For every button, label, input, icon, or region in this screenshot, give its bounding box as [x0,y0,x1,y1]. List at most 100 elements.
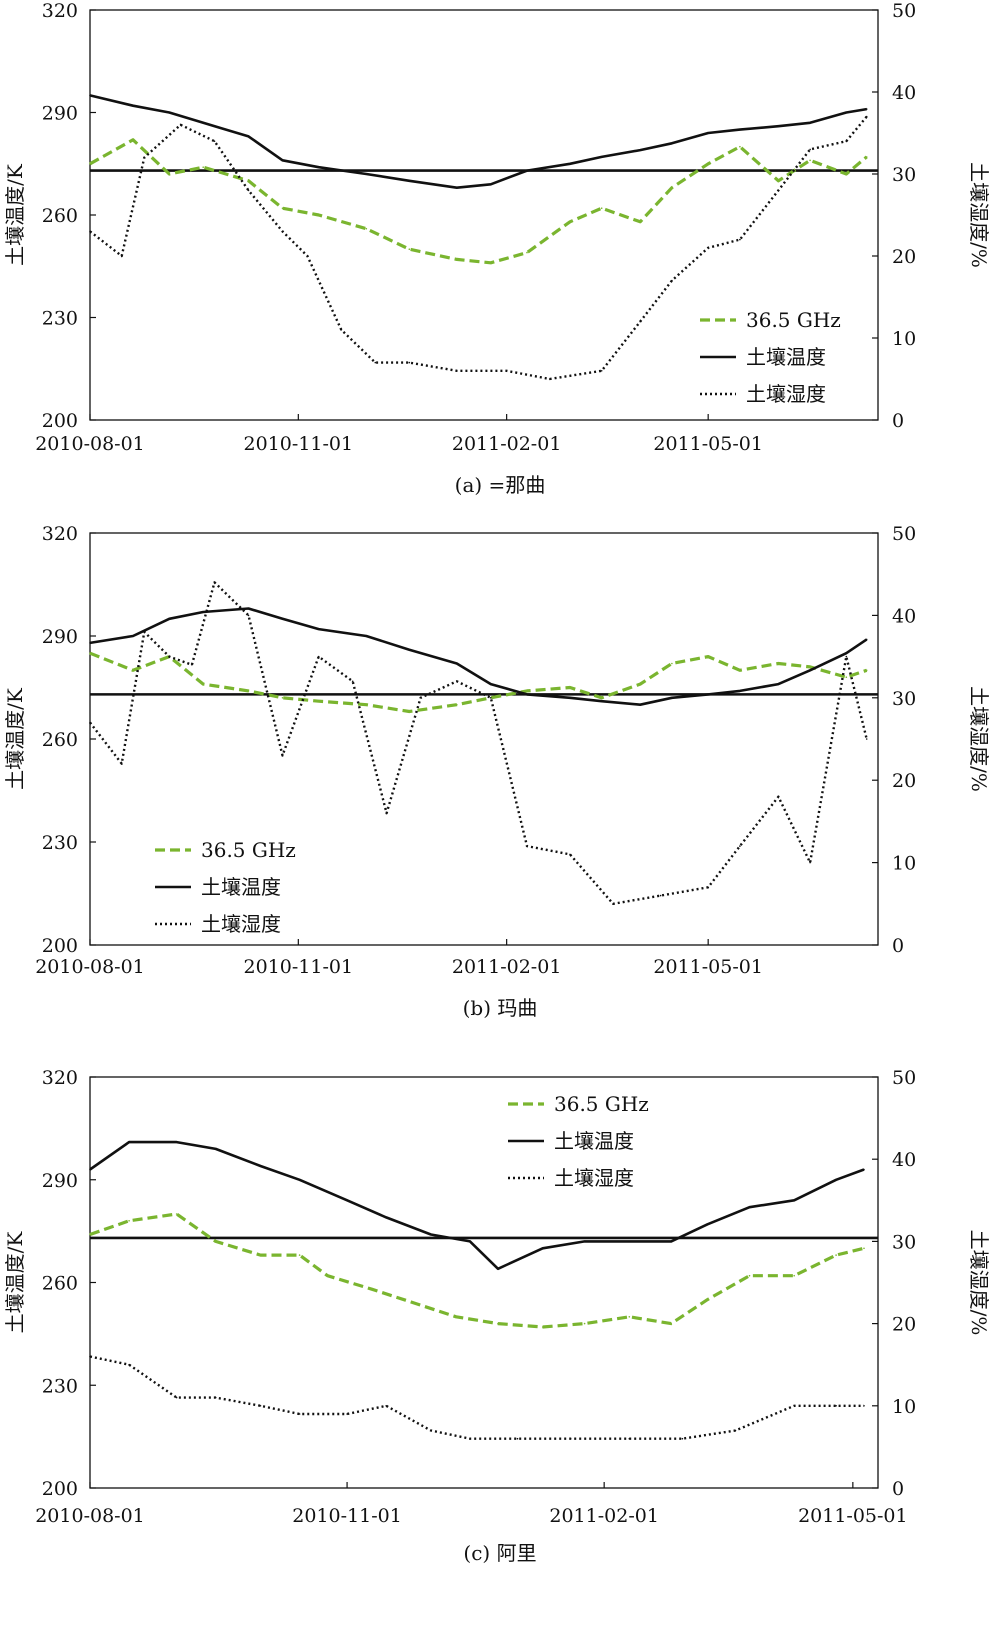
data-point [371,1288,374,1291]
y-left-tick-label: 230 [42,308,78,330]
x-tick-label: 2011-05-01 [653,956,763,978]
y-right-tick-label: 50 [892,523,916,545]
data-point [191,664,193,666]
data-point [202,683,204,685]
data-point [707,163,709,165]
data-point [707,693,709,696]
data-point [247,614,250,617]
data-point [569,221,571,223]
x-tick-label: 2010-08-01 [35,1505,145,1527]
data-point [128,1141,130,1143]
series-line-3 [89,115,868,381]
data-point [793,1405,795,1407]
data-point [374,361,377,364]
legend-label: 土壤温度 [554,1129,634,1153]
data-point [600,697,603,699]
y-right-tick-label: 0 [892,935,904,957]
data-point [132,104,134,107]
data-point [659,894,662,897]
x-tick-label: 2010-11-01 [292,1505,402,1527]
x-tick-label: 2010-11-01 [244,956,354,978]
data-point [639,221,641,223]
y-right-tick-label: 40 [892,605,916,627]
x-tick-label: 2010-08-01 [35,956,145,978]
data-point [845,111,848,114]
data-point [707,886,709,889]
y-left-axis-label: 土壤温度/K [3,1231,27,1334]
data-point [628,1316,631,1318]
data-point [809,666,811,668]
data-point [569,1437,572,1440]
series-line-2 [89,94,867,189]
data-point [298,1254,301,1256]
data-point [89,1355,91,1358]
y-right-tick-label: 20 [892,246,916,268]
data-point [168,111,171,114]
y-left-axis-label: 土壤温度/K [3,163,27,266]
y-left-tick-label: 320 [42,1067,78,1089]
data-point [865,156,868,158]
data-point [259,1165,262,1167]
data-point [583,1322,586,1325]
data-point [456,703,458,706]
data-point [739,669,741,672]
data-point [143,156,146,159]
data-point [430,1233,432,1236]
data-point [863,1405,865,1407]
x-tick-label: 2011-02-01 [549,1505,659,1527]
data-point [526,845,528,847]
data-point [497,1268,499,1270]
y-left-tick-label: 290 [42,626,78,648]
data-point [670,1240,672,1243]
data-point [707,655,709,658]
data-point [777,662,780,665]
data-point [365,173,368,175]
data-point [541,1247,544,1250]
data-point [639,703,641,706]
data-point [845,652,848,654]
data-point [456,370,458,372]
data-point [863,1247,865,1250]
data-point [175,1141,178,1143]
data-point [777,795,780,798]
data-point [671,662,673,665]
data-point [132,635,134,637]
data-point [89,94,91,97]
data-point [490,183,492,186]
data-point [739,845,741,847]
y-left-tick-label: 320 [42,0,78,22]
y-left-tick-label: 290 [42,1170,78,1192]
data-point [569,163,571,165]
data-point [281,159,284,162]
data-point [175,1396,178,1399]
panel-caption: (b) 玛曲 [463,996,538,1020]
data-point [707,247,709,249]
data-point [456,186,458,189]
data-point [845,173,848,175]
data-point [628,1240,631,1243]
data-point [281,230,284,233]
data-point [202,122,204,124]
data-point [326,1274,329,1277]
chart-panel-3: 320 290 260 230 200 50 40 30 20 10 0 2010-08-01 2010… [3,1067,991,1565]
series-line-1 [89,138,868,265]
data-point [707,132,709,134]
legend-label: 土壤湿度 [554,1166,634,1190]
data-point [706,1223,709,1226]
data-point [281,207,284,209]
data-point [298,1413,301,1415]
y-left-tick-label: 200 [42,935,78,957]
x-tick-label: 2011-02-01 [452,433,562,455]
data-point [600,700,603,702]
y-left-tick-label: 200 [42,410,78,432]
data-point [526,690,528,692]
panel-caption: (c) 阿里 [463,1541,536,1565]
data-point [430,1429,432,1432]
series-line-2 [89,607,868,707]
y-right-tick-label: 30 [892,688,916,710]
data-point [526,169,528,172]
series-line-3 [89,1355,864,1440]
y-left-tick-label: 260 [42,205,78,227]
data-point [671,142,673,145]
